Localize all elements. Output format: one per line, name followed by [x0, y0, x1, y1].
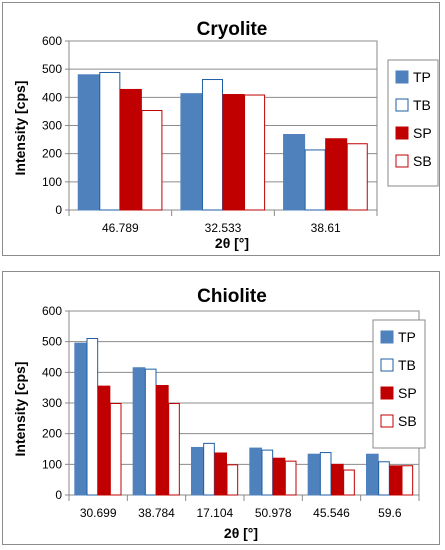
y-tick-label: 200 [42, 147, 62, 161]
legend-label-sp: SP [398, 385, 417, 401]
x-axis-label: 2θ [°] [224, 525, 258, 541]
bar-tb-38.61 [304, 149, 326, 211]
bar-tb-38.784 [144, 368, 157, 496]
bar-tb-30.699 [86, 337, 99, 496]
legend-label-tp: TP [398, 329, 416, 345]
chart-title: Chiolite [197, 286, 267, 307]
x-tick-label: 30.699 [80, 506, 117, 520]
bar-tp-32.533 [180, 93, 203, 211]
y-tick-label: 300 [42, 119, 62, 133]
x-tick-label: 50.978 [255, 506, 292, 520]
y-tick-label: 600 [42, 34, 62, 48]
legend-label-tp: TP [413, 69, 431, 85]
legend-label-tb: TB [398, 357, 416, 373]
bar-sp-45.546 [331, 463, 344, 496]
bar-tb-45.546 [319, 452, 332, 496]
bar-sb-45.546 [343, 469, 355, 496]
bar-tb-46.789 [99, 71, 121, 211]
legend-label-sp: SP [413, 125, 432, 141]
bar-tb-59.6 [378, 461, 390, 496]
bar-sp-38.784 [156, 385, 169, 496]
bar-tp-46.789 [77, 74, 100, 211]
bar-sp-50.978 [272, 457, 286, 496]
y-tick-label: 0 [55, 488, 62, 502]
x-tick-label: 46.789 [102, 221, 139, 235]
bar-sb-38.61 [346, 143, 368, 211]
y-tick-label: 300 [42, 396, 62, 410]
y-axis-label: Intensity [cps] [12, 362, 28, 457]
legend-swatch-sp [395, 126, 409, 140]
bar-sb-30.699 [109, 403, 122, 496]
legend-label-sb: SB [413, 153, 432, 169]
legend-label-sb: SB [398, 413, 417, 429]
x-tick-label: 38.61 [311, 221, 341, 235]
bar-sb-38.784 [168, 403, 180, 496]
bar-tb-50.978 [261, 449, 274, 496]
x-tick-label: 45.546 [313, 506, 350, 520]
chiolite-chart-panel: Chiolite Intensity [cps] 2θ [°] 0 100 200 3… [2, 271, 440, 545]
bar-tb-17.104 [203, 442, 215, 496]
y-tick-label: 400 [42, 365, 62, 379]
bar-sp-30.699 [97, 385, 111, 496]
y-tick-label: 500 [42, 62, 62, 76]
bar-sp-32.533 [222, 94, 245, 211]
legend-swatch-tp [380, 330, 394, 344]
bar-sb-46.789 [141, 110, 163, 211]
bar-tp-50.978 [249, 447, 262, 496]
legend-swatch-sp [380, 386, 394, 400]
bar-tp-30.699 [74, 342, 88, 496]
bar-sb-50.978 [284, 460, 297, 496]
legend-swatch-tp [395, 70, 409, 84]
y-tick-label: 100 [42, 457, 62, 471]
bar-sp-46.789 [119, 88, 142, 211]
x-tick-label: 32.533 [205, 221, 242, 235]
y-tick-label: 0 [55, 203, 62, 217]
legend-swatch-sb [395, 154, 409, 168]
bar-tp-17.104 [191, 446, 204, 496]
y-axis-label: Intensity [cps] [12, 81, 28, 176]
x-tick-label: 59.6 [378, 506, 402, 520]
x-tick-label: 38.784 [138, 506, 175, 520]
chiolite-chart: Chiolite Intensity [cps] 2θ [°] 0 100 200 3… [12, 286, 426, 541]
bar-tp-59.6 [366, 453, 379, 496]
bar-sp-17.104 [214, 452, 227, 496]
legend-label-tb: TB [413, 97, 431, 113]
legend-swatch-tb [395, 98, 409, 112]
bar-tp-38.61 [283, 134, 306, 211]
x-axis-label: 2θ [°] [215, 235, 249, 251]
y-tick-label: 600 [42, 304, 62, 318]
bar-sb-59.6 [401, 465, 414, 496]
cryolite-chart-panel: Cryolite Intensity [cps] 2θ [°] 0 100 200 3… [2, 2, 440, 256]
bar-tp-45.546 [307, 453, 321, 496]
bar-sp-38.61 [325, 138, 348, 211]
legend-swatch-tb [380, 358, 394, 372]
cryolite-chart: Cryolite Intensity [cps] 2θ [°] 0 100 200 3… [12, 19, 439, 251]
bar-sb-17.104 [226, 464, 239, 496]
legend-swatch-sb [380, 414, 394, 428]
chart-title: Cryolite [197, 19, 268, 40]
bar-tp-38.784 [132, 367, 146, 496]
y-tick-label: 400 [42, 90, 62, 104]
bar-sp-59.6 [389, 465, 403, 496]
bar-tb-32.533 [201, 79, 224, 211]
y-tick-label: 200 [42, 427, 62, 441]
y-tick-label: 100 [42, 175, 62, 189]
bar-sb-32.533 [244, 94, 266, 211]
x-tick-label: 17.104 [196, 506, 233, 520]
y-tick-label: 500 [42, 335, 62, 349]
